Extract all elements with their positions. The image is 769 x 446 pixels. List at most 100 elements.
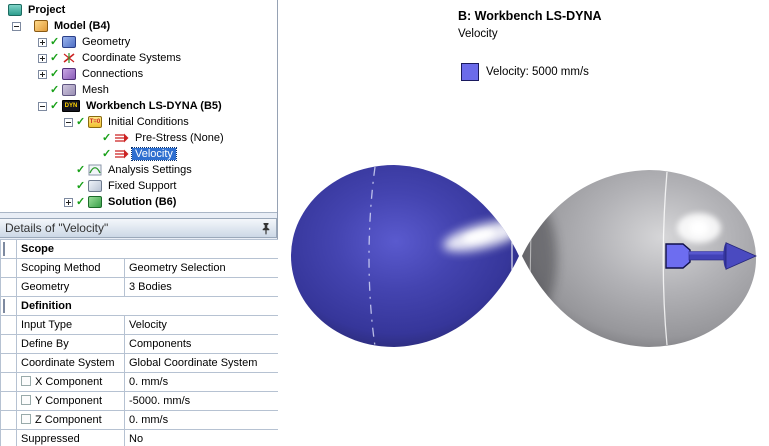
row-label: Suppressed	[16, 429, 125, 446]
collapse-group-icon[interactable]	[3, 242, 5, 256]
details-row: X Component 0. mm/s	[0, 372, 280, 392]
scoping-method-value[interactable]: Geometry Selection	[124, 258, 280, 278]
tree-item-mesh[interactable]: Mesh	[0, 82, 277, 98]
viewport-subtitle: Velocity	[458, 28, 498, 40]
tree-item-label: Geometry	[82, 36, 131, 48]
z-component-value[interactable]: 0. mm/s	[124, 410, 280, 430]
tree-item-coordinate-systems[interactable]: Coordinate Systems	[0, 50, 277, 66]
initial-conditions-icon: T=0	[88, 116, 102, 128]
geometry-icon	[62, 36, 76, 48]
y-component-value[interactable]: -5000. mm/s	[124, 391, 280, 411]
check-icon	[50, 36, 62, 48]
expand-expander-icon[interactable]	[38, 37, 47, 47]
velocity-icon	[115, 149, 129, 159]
tree-item-label: Fixed Support	[108, 180, 177, 192]
row-label: Input Type	[16, 315, 125, 335]
body-gray-shading	[522, 171, 721, 346]
check-icon	[76, 180, 88, 192]
left-panel: Project Model (B4) Geometry	[0, 0, 280, 446]
tree-item-label: Pre-Stress (None)	[135, 132, 224, 144]
row-label: Coordinate System	[16, 353, 125, 373]
tree-item-workbench-lsdyna[interactable]: DYN Workbench LS-DYNA (B5)	[0, 98, 277, 114]
details-row: Y Component -5000. mm/s	[0, 391, 280, 411]
details-category-row[interactable]: Definition	[0, 296, 280, 316]
fixed-support-icon	[88, 180, 102, 192]
tree-item-initial-conditions[interactable]: T=0 Initial Conditions	[0, 114, 277, 130]
details-title: Details of "Velocity"	[5, 221, 109, 235]
tree-item-fixed-support[interactable]: Fixed Support	[0, 178, 277, 194]
tree-item-label: Model (B4)	[54, 20, 111, 32]
tree-item-velocity[interactable]: Velocity	[0, 146, 277, 162]
details-panel-header: Details of "Velocity"	[0, 218, 277, 238]
analysis-settings-icon	[88, 164, 102, 176]
collapse-expander-icon[interactable]	[64, 117, 73, 127]
category-label: Definition	[16, 296, 280, 316]
details-row: Scoping Method Geometry Selection	[0, 258, 280, 278]
expand-expander-icon[interactable]	[64, 197, 73, 207]
row-label: Geometry	[16, 277, 125, 297]
pin-icon[interactable]	[261, 222, 271, 235]
details-row: Input Type Velocity	[0, 315, 280, 335]
tree-item-label: Analysis Settings	[108, 164, 192, 176]
details-row: Suppressed No	[0, 429, 280, 446]
tree-item-label: Mesh	[82, 84, 109, 96]
define-by-value[interactable]: Components	[124, 334, 280, 354]
y-component-checkbox[interactable]	[21, 395, 31, 405]
collapse-group-icon[interactable]	[3, 299, 5, 313]
tree-item-label: Coordinate Systems	[82, 52, 182, 64]
row-label: X Component	[35, 376, 103, 388]
legend-label: Velocity: 5000 mm/s	[486, 66, 589, 78]
details-row: Z Component 0. mm/s	[0, 410, 280, 430]
input-type-value[interactable]: Velocity	[124, 315, 280, 335]
check-icon	[50, 84, 62, 96]
tree-item-label: Initial Conditions	[108, 116, 189, 128]
tree-item-analysis-settings[interactable]: Analysis Settings	[0, 162, 277, 178]
tree-item-label: Solution (B6)	[108, 196, 177, 208]
tree-item-model[interactable]: Model (B4)	[0, 18, 277, 34]
viewport-3d-scene	[291, 165, 757, 347]
z-component-checkbox[interactable]	[21, 414, 31, 424]
pre-stress-icon	[115, 133, 129, 143]
coordinate-systems-icon	[63, 53, 75, 63]
details-row: Coordinate System Global Coordinate Syst…	[0, 353, 280, 373]
check-icon	[76, 196, 88, 208]
tree-item-project[interactable]: Project	[0, 2, 277, 18]
tree-item-label: Workbench LS-DYNA (B5)	[86, 100, 222, 112]
geometry-value[interactable]: 3 Bodies	[124, 277, 280, 297]
tree-item-geometry[interactable]: Geometry	[0, 34, 277, 50]
details-row: Define By Components	[0, 334, 280, 354]
check-icon	[50, 52, 62, 64]
expand-expander-icon[interactable]	[38, 53, 47, 63]
seam-line-tip	[529, 227, 532, 289]
check-icon	[76, 164, 88, 176]
check-icon	[102, 148, 114, 160]
coordinate-system-value[interactable]: Global Coordinate System	[124, 353, 280, 373]
x-component-value[interactable]: 0. mm/s	[124, 372, 280, 392]
category-label: Scope	[16, 239, 280, 259]
details-category-row[interactable]: Scope	[0, 239, 280, 259]
tree-item-label: Connections	[82, 68, 144, 80]
x-component-checkbox[interactable]	[21, 376, 31, 386]
collapse-expander-icon[interactable]	[38, 101, 47, 111]
body-blue[interactable]	[291, 165, 519, 347]
expand-expander-icon[interactable]	[38, 69, 47, 79]
suppressed-value[interactable]: No	[124, 429, 280, 446]
check-icon	[50, 68, 62, 80]
seam-line	[662, 171, 668, 346]
row-label: Scoping Method	[16, 258, 125, 278]
tree-item-connections[interactable]: Connections	[0, 66, 277, 82]
check-icon	[50, 100, 62, 112]
velocity-arrow-annotation[interactable]	[665, 242, 757, 270]
tree-item-label: Project	[28, 4, 66, 16]
check-icon	[102, 132, 114, 144]
row-label: Y Component	[35, 395, 103, 407]
tree-item-solution[interactable]: Solution (B6)	[0, 194, 277, 210]
details-row: Geometry 3 Bodies	[0, 277, 280, 297]
connections-icon	[62, 68, 76, 80]
legend-color-swatch	[461, 63, 479, 81]
tree-item-pre-stress[interactable]: Pre-Stress (None)	[0, 130, 277, 146]
collapse-expander-icon[interactable]	[12, 21, 21, 31]
graphics-viewport[interactable]: B: Workbench LS-DYNA Velocity Velocity: …	[278, 0, 769, 446]
outline-tree: Project Model (B4) Geometry	[0, 0, 277, 213]
